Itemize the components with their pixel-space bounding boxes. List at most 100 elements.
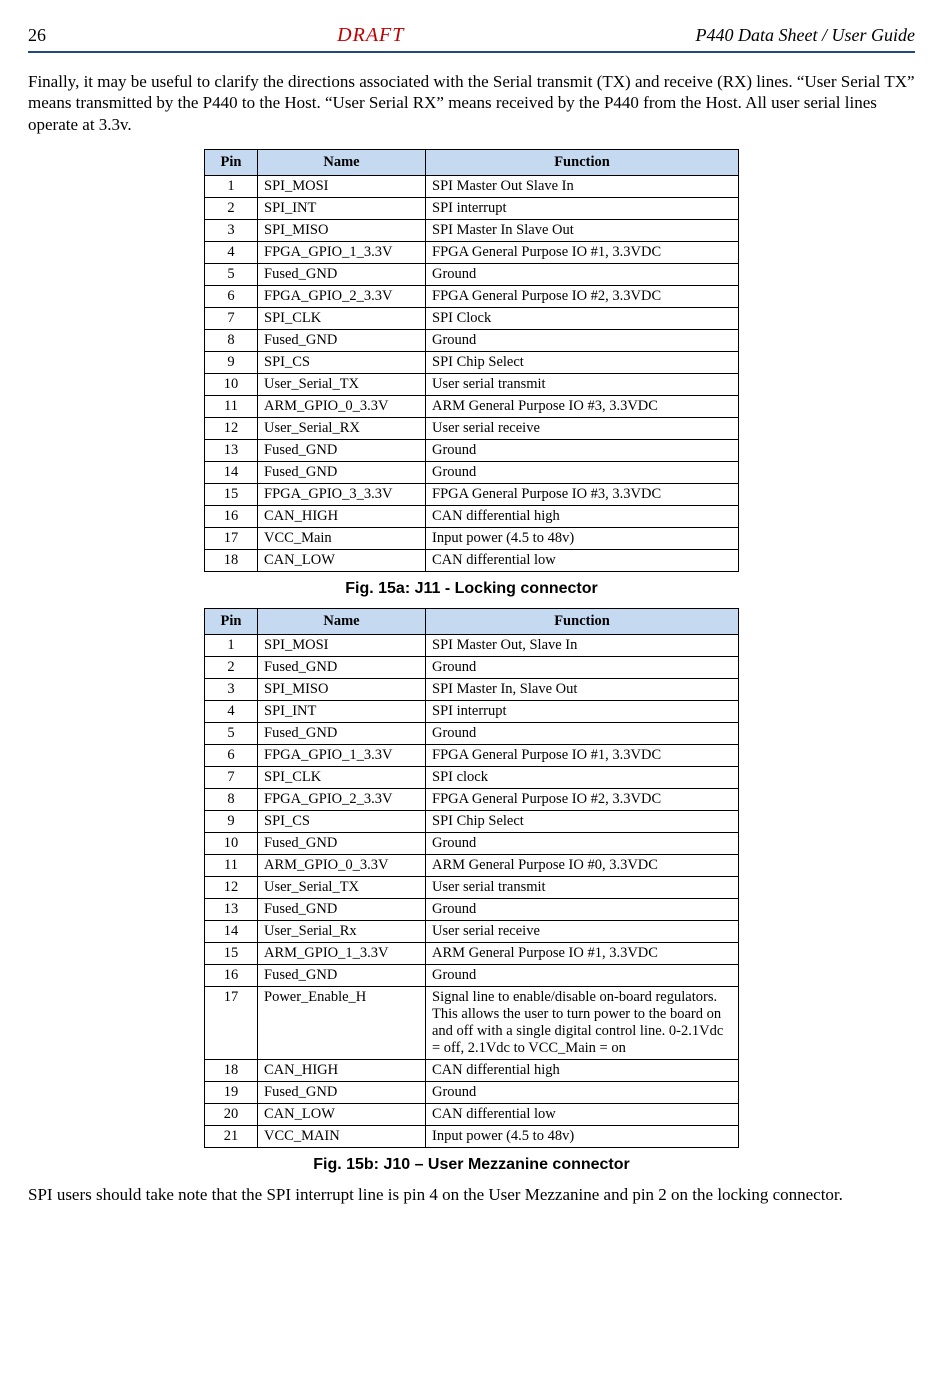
- cell-name: SPI_MISO: [258, 678, 426, 700]
- cell-function: Ground: [426, 461, 739, 483]
- cell-name: SPI_MOSI: [258, 634, 426, 656]
- table-row: 17Power_Enable_HSignal line to enable/di…: [205, 986, 739, 1059]
- table-row: 15FPGA_GPIO_3_3.3VFPGA General Purpose I…: [205, 483, 739, 505]
- cell-name: CAN_HIGH: [258, 505, 426, 527]
- cell-pin: 4: [205, 700, 258, 722]
- cell-name: VCC_MAIN: [258, 1125, 426, 1147]
- cell-function: Input power (4.5 to 48v): [426, 1125, 739, 1147]
- cell-name: FPGA_GPIO_3_3.3V: [258, 483, 426, 505]
- cell-function: Ground: [426, 964, 739, 986]
- cell-pin: 14: [205, 920, 258, 942]
- table-row: 19Fused_GNDGround: [205, 1081, 739, 1103]
- cell-function: SPI interrupt: [426, 197, 739, 219]
- table-row: 11ARM_GPIO_0_3.3VARM General Purpose IO …: [205, 854, 739, 876]
- cell-pin: 5: [205, 722, 258, 744]
- cell-name: FPGA_GPIO_1_3.3V: [258, 241, 426, 263]
- cell-pin: 7: [205, 307, 258, 329]
- table-row: 11ARM_GPIO_0_3.3VARM General Purpose IO …: [205, 395, 739, 417]
- cell-function: CAN differential high: [426, 1059, 739, 1081]
- cell-pin: 5: [205, 263, 258, 285]
- intro-paragraph: Finally, it may be useful to clarify the…: [28, 71, 915, 135]
- table-row: 4FPGA_GPIO_1_3.3VFPGA General Purpose IO…: [205, 241, 739, 263]
- table-row: 12User_Serial_RXUser serial receive: [205, 417, 739, 439]
- cell-pin: 11: [205, 395, 258, 417]
- cell-function: FPGA General Purpose IO #1, 3.3VDC: [426, 744, 739, 766]
- cell-function: Ground: [426, 1081, 739, 1103]
- table-row: 2Fused_GNDGround: [205, 656, 739, 678]
- cell-name: Fused_GND: [258, 656, 426, 678]
- cell-name: Fused_GND: [258, 329, 426, 351]
- cell-function: Ground: [426, 656, 739, 678]
- table-row: 6FPGA_GPIO_2_3.3VFPGA General Purpose IO…: [205, 285, 739, 307]
- table-header-row: Pin Name Function: [205, 149, 739, 175]
- page-number: 26: [28, 25, 46, 46]
- cell-name: CAN_LOW: [258, 549, 426, 571]
- header-divider: [28, 51, 915, 53]
- cell-function: SPI Master Out, Slave In: [426, 634, 739, 656]
- cell-name: SPI_CS: [258, 810, 426, 832]
- cell-function: SPI clock: [426, 766, 739, 788]
- cell-function: FPGA General Purpose IO #2, 3.3VDC: [426, 788, 739, 810]
- cell-pin: 18: [205, 549, 258, 571]
- cell-function: CAN differential low: [426, 549, 739, 571]
- cell-function: User serial receive: [426, 920, 739, 942]
- cell-pin: 19: [205, 1081, 258, 1103]
- cell-pin: 1: [205, 175, 258, 197]
- draft-label: DRAFT: [337, 24, 404, 47]
- figure-caption-15b: Fig. 15b: J10 – User Mezzanine connector: [28, 1156, 915, 1174]
- cell-name: ARM_GPIO_0_3.3V: [258, 395, 426, 417]
- cell-name: Fused_GND: [258, 898, 426, 920]
- table-row: 13Fused_GNDGround: [205, 898, 739, 920]
- table-row: 3SPI_MISOSPI Master In, Slave Out: [205, 678, 739, 700]
- table-row: 18CAN_HIGHCAN differential high: [205, 1059, 739, 1081]
- cell-name: Fused_GND: [258, 263, 426, 285]
- table-row: 2SPI_INTSPI interrupt: [205, 197, 739, 219]
- cell-name: Power_Enable_H: [258, 986, 426, 1059]
- table-row: 7SPI_CLKSPI Clock: [205, 307, 739, 329]
- cell-pin: 1: [205, 634, 258, 656]
- cell-function: SPI Chip Select: [426, 351, 739, 373]
- cell-name: User_Serial_TX: [258, 876, 426, 898]
- cell-name: CAN_HIGH: [258, 1059, 426, 1081]
- table-row: 9SPI_CSSPI Chip Select: [205, 351, 739, 373]
- cell-pin: 6: [205, 744, 258, 766]
- table-row: 20CAN_LOWCAN differential low: [205, 1103, 739, 1125]
- cell-function: ARM General Purpose IO #3, 3.3VDC: [426, 395, 739, 417]
- col-header-pin: Pin: [205, 608, 258, 634]
- col-header-function: Function: [426, 608, 739, 634]
- cell-pin: 7: [205, 766, 258, 788]
- cell-name: FPGA_GPIO_1_3.3V: [258, 744, 426, 766]
- table-row: 17VCC_MainInput power (4.5 to 48v): [205, 527, 739, 549]
- table-row: 13Fused_GNDGround: [205, 439, 739, 461]
- table-row: 18CAN_LOWCAN differential low: [205, 549, 739, 571]
- cell-function: CAN differential high: [426, 505, 739, 527]
- cell-pin: 9: [205, 810, 258, 832]
- cell-function: Ground: [426, 898, 739, 920]
- cell-pin: 15: [205, 942, 258, 964]
- cell-pin: 13: [205, 898, 258, 920]
- cell-name: SPI_MISO: [258, 219, 426, 241]
- table-row: 16Fused_GNDGround: [205, 964, 739, 986]
- cell-function: SPI Master Out Slave In: [426, 175, 739, 197]
- cell-function: Input power (4.5 to 48v): [426, 527, 739, 549]
- cell-function: FPGA General Purpose IO #1, 3.3VDC: [426, 241, 739, 263]
- cell-name: Fused_GND: [258, 461, 426, 483]
- table-row: 3SPI_MISOSPI Master In Slave Out: [205, 219, 739, 241]
- table-row: 9SPI_CSSPI Chip Select: [205, 810, 739, 832]
- doc-title: P440 Data Sheet / User Guide: [696, 25, 915, 46]
- table-row: 16CAN_HIGHCAN differential high: [205, 505, 739, 527]
- cell-pin: 16: [205, 964, 258, 986]
- cell-name: Fused_GND: [258, 964, 426, 986]
- cell-name: SPI_INT: [258, 197, 426, 219]
- table-j11: Pin Name Function 1SPI_MOSISPI Master Ou…: [204, 149, 739, 572]
- cell-pin: 10: [205, 373, 258, 395]
- cell-pin: 2: [205, 197, 258, 219]
- cell-pin: 17: [205, 986, 258, 1059]
- cell-function: SPI Master In, Slave Out: [426, 678, 739, 700]
- cell-pin: 2: [205, 656, 258, 678]
- table-row: 1SPI_MOSISPI Master Out Slave In: [205, 175, 739, 197]
- cell-function: FPGA General Purpose IO #3, 3.3VDC: [426, 483, 739, 505]
- table-row: 14Fused_GNDGround: [205, 461, 739, 483]
- cell-pin: 6: [205, 285, 258, 307]
- cell-name: Fused_GND: [258, 722, 426, 744]
